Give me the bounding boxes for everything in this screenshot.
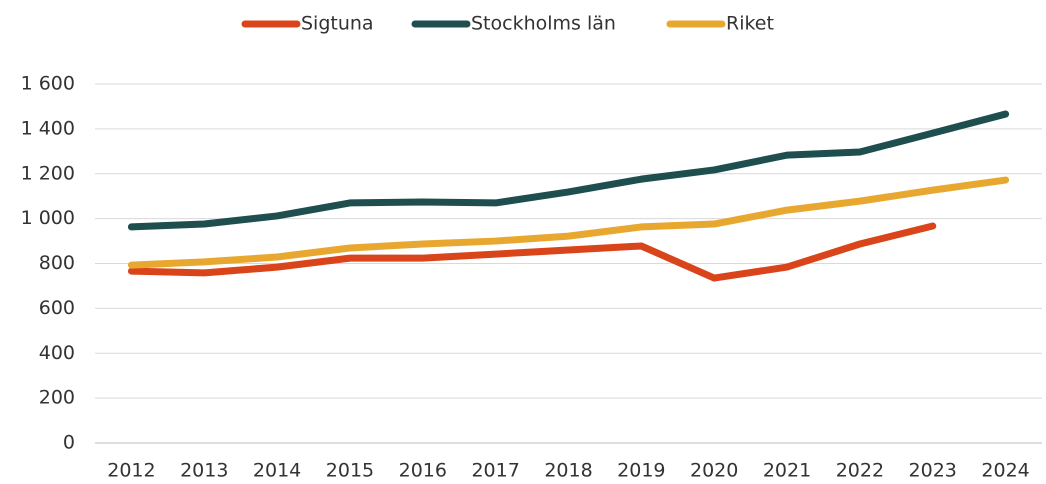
series-line	[127, 176, 1010, 269]
x-tick-label: 2012	[107, 460, 155, 482]
series-line	[127, 110, 1010, 231]
y-tick-label: 600	[39, 297, 75, 319]
x-tick-label: 2024	[981, 460, 1029, 482]
y-tick-label: 200	[39, 387, 75, 409]
y-tick-label: 1 400	[21, 117, 75, 139]
x-tick-label: 2021	[763, 460, 811, 482]
y-tick-label: 1 600	[21, 73, 75, 95]
x-tick-label: 2014	[253, 460, 301, 482]
x-tick-label: 2019	[617, 460, 665, 482]
x-tick-label: 2016	[399, 460, 447, 482]
legend-label: Riket	[726, 13, 774, 35]
x-tick-label: 2017	[471, 460, 519, 482]
x-tick-label: 2015	[326, 460, 374, 482]
x-tick-label: 2022	[836, 460, 884, 482]
y-tick-label: 1 200	[21, 162, 75, 184]
x-tick-label: 2013	[180, 460, 228, 482]
x-tick-label: 2018	[544, 460, 592, 482]
series-line	[127, 222, 937, 282]
y-tick-label: 0	[63, 432, 75, 454]
x-tick-label: 2020	[690, 460, 738, 482]
y-tick-label: 1 000	[21, 207, 75, 229]
x-tick-label: 2023	[909, 460, 957, 482]
legend-label: Stockholms län	[471, 13, 616, 35]
legend-label: Sigtuna	[301, 13, 374, 35]
y-tick-label: 400	[39, 342, 75, 364]
y-tick-label: 800	[39, 252, 75, 274]
